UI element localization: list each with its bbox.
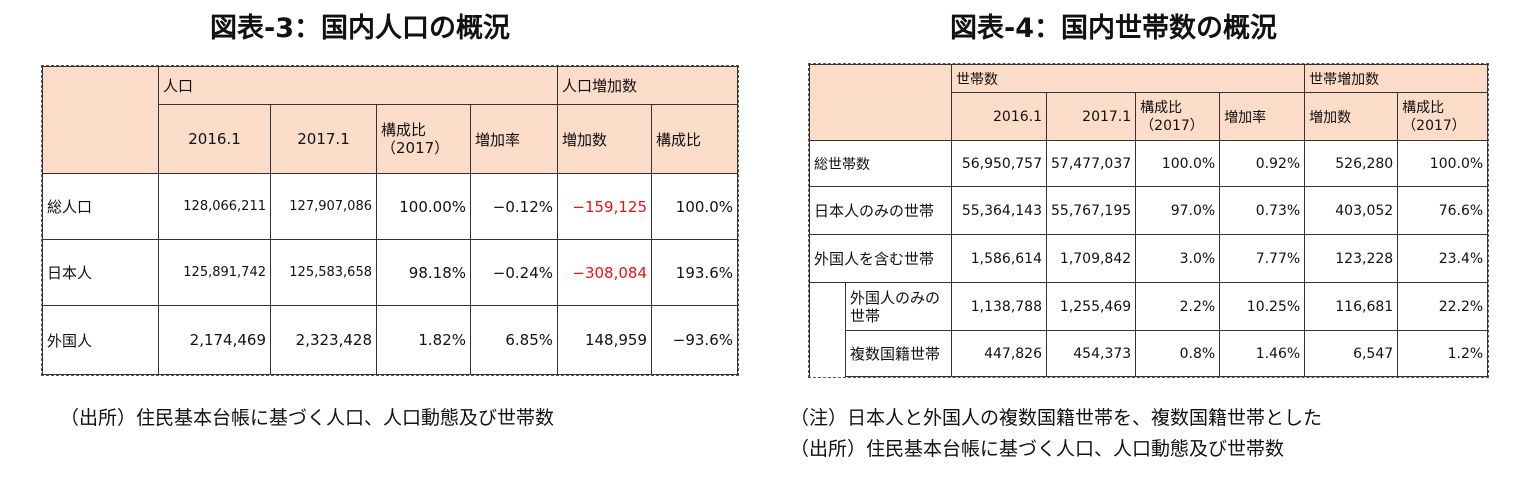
cell-value: 10.25% — [1219, 282, 1306, 331]
row-label: 外国人 — [42, 305, 159, 375]
cell-value: 1.82% — [376, 305, 471, 375]
cell-value: 2.2% — [1135, 282, 1221, 331]
table4-source-note: （出所）住民基本台帳に基づく人口、人口動態及び世帯数 — [790, 438, 1285, 460]
col-header-2017: 2017.1 — [1045, 92, 1137, 141]
col-header-ratio: 構成比 （2017） — [376, 104, 471, 174]
cell-value: −0.24% — [470, 239, 558, 306]
row-label: 日本人のみの世帯 — [809, 186, 952, 235]
col-header-increase: 増加数 — [1304, 92, 1399, 141]
table4-container: 世帯数 世帯増加数 2016.1 2017.1 構成比 （2017） 増加率 増… — [808, 63, 1490, 378]
col-header-2016: 2016.1 — [951, 92, 1047, 141]
cell-value: 55,364,143 — [951, 186, 1047, 235]
cell-value: 193.6% — [651, 239, 738, 306]
cell-value: 6,547 — [1304, 330, 1399, 377]
indent-cell — [809, 282, 846, 331]
row-label: 外国人を含む世帯 — [809, 234, 952, 283]
col-header-increase-ratio: 構成比 （2017） — [1397, 92, 1489, 141]
table4-footnote: （注）日本人と外国人の複数国籍世帯を、複数国籍世帯とした — [790, 407, 1323, 429]
cell-value: 1,255,469 — [1045, 282, 1137, 331]
table4-title: 図表-4：国内世帯数の概況 — [950, 13, 1277, 44]
cell-value-negative: −159,125 — [557, 173, 652, 240]
cell-value: 1,586,614 — [951, 234, 1047, 283]
cell-value: 1.2% — [1397, 330, 1489, 377]
group-header-population: 人口 — [158, 66, 558, 105]
row-label: 日本人 — [42, 239, 159, 306]
cell-value: 3.0% — [1135, 234, 1221, 283]
cell-value: 0.92% — [1219, 140, 1306, 187]
cell-value: 2,323,428 — [270, 305, 377, 375]
cell-value: 100.0% — [651, 173, 738, 240]
cell-value: 128,066,211 — [158, 173, 271, 240]
table-row: 総人口 128,066,211 127,907,086 100.00% −0.1… — [42, 173, 738, 240]
cell-value: 7.77% — [1219, 234, 1306, 283]
table-row: 日本人のみの世帯 55,364,143 55,767,195 97.0% 0.7… — [809, 186, 1489, 235]
cell-value: 76.6% — [1397, 186, 1489, 235]
corner-header-cell — [42, 66, 159, 174]
table3-source-note: （出所）住民基本台帳に基づく人口、人口動態及び世帯数 — [60, 407, 555, 429]
cell-value: 98.18% — [376, 239, 471, 306]
cell-value: 1,709,842 — [1045, 234, 1137, 283]
col-header-2016: 2016.1 — [158, 104, 271, 174]
cell-value: 526,280 — [1304, 140, 1399, 187]
col-header-ratio: 構成比 （2017） — [1135, 92, 1221, 141]
cell-value: 1,138,788 — [951, 282, 1047, 331]
group-header-increase: 人口増加数 — [557, 66, 738, 105]
table3-container: 人口 人口増加数 2016.1 2017.1 構成比 （2017） 増加率 増加… — [41, 65, 739, 376]
col-header-growth-rate: 増加率 — [470, 104, 558, 174]
cell-value: −93.6% — [651, 305, 738, 375]
cell-value: 0.8% — [1135, 330, 1221, 377]
group-header-households: 世帯数 — [950, 64, 1306, 93]
cell-value: 123,228 — [1304, 234, 1399, 283]
cell-value: 23.4% — [1397, 234, 1489, 283]
row-label: 外国人のみの世帯 — [845, 282, 952, 331]
cell-value: 125,891,742 — [158, 239, 271, 306]
households-table: 世帯数 世帯増加数 2016.1 2017.1 構成比 （2017） 増加率 増… — [809, 64, 1489, 377]
cell-value: 2,174,469 — [158, 305, 271, 375]
table-row: 外国人のみの世帯 1,138,788 1,255,469 2.2% 10.25%… — [809, 282, 1489, 331]
group-header-increase: 世帯増加数 — [1304, 64, 1489, 93]
cell-value: 125,583,658 — [270, 239, 377, 306]
cell-value: 100.0% — [1135, 140, 1221, 187]
cell-value: 116,681 — [1304, 282, 1399, 331]
table-row: 総世帯数 56,950,757 57,477,037 100.0% 0.92% … — [809, 140, 1489, 187]
cell-value: 22.2% — [1397, 282, 1489, 331]
table-row: 複数国籍世帯 447,826 454,373 0.8% 1.46% 6,547 … — [809, 330, 1489, 377]
cell-value: 127,907,086 — [270, 173, 377, 240]
cell-value: 56,950,757 — [951, 140, 1047, 187]
cell-value: 6.85% — [470, 305, 558, 375]
cell-value-negative: −308,084 — [557, 239, 652, 306]
cell-value: 454,373 — [1045, 330, 1137, 377]
col-header-2017: 2017.1 — [270, 104, 377, 174]
col-header-growth-rate: 増加率 — [1219, 92, 1306, 141]
cell-value: 97.0% — [1135, 186, 1221, 235]
table-row: 外国人を含む世帯 1,586,614 1,709,842 3.0% 7.77% … — [809, 234, 1489, 283]
corner-header-cell — [809, 64, 952, 141]
table-row: 日本人 125,891,742 125,583,658 98.18% −0.24… — [42, 239, 738, 306]
table3-title: 図表-3：国内人口の概況 — [210, 13, 510, 44]
cell-value: 100.00% — [376, 173, 471, 240]
table-row: 外国人 2,174,469 2,323,428 1.82% 6.85% 148,… — [42, 305, 738, 375]
cell-value: 447,826 — [951, 330, 1047, 377]
row-label: 総人口 — [42, 173, 159, 240]
cell-value: 0.73% — [1219, 186, 1306, 235]
population-table: 人口 人口増加数 2016.1 2017.1 構成比 （2017） 増加率 増加… — [42, 66, 738, 375]
row-label: 複数国籍世帯 — [845, 330, 952, 377]
cell-value: 148,959 — [557, 305, 652, 375]
cell-value: 57,477,037 — [1045, 140, 1137, 187]
indent-cell — [809, 330, 846, 377]
cell-value: 55,767,195 — [1045, 186, 1137, 235]
row-label: 総世帯数 — [809, 140, 952, 187]
col-header-increase: 増加数 — [557, 104, 652, 174]
cell-value: 403,052 — [1304, 186, 1399, 235]
col-header-increase-ratio: 構成比 — [651, 104, 738, 174]
cell-value: 100.0% — [1397, 140, 1489, 187]
cell-value: −0.12% — [470, 173, 558, 240]
cell-value: 1.46% — [1219, 330, 1306, 377]
